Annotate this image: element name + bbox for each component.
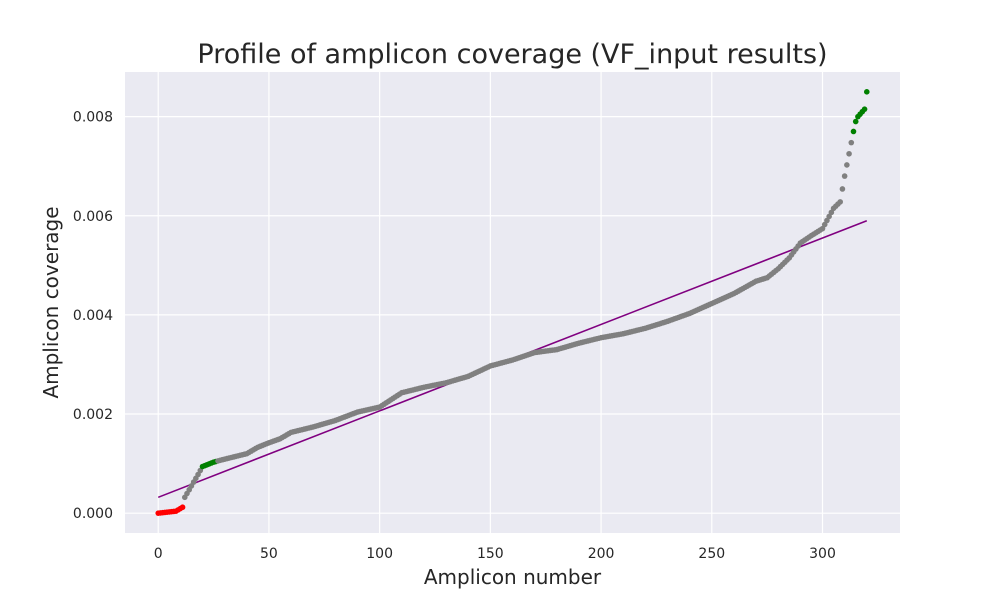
x-tick-label: 100 [366,546,393,562]
data-point [844,162,850,168]
data-point [839,186,846,192]
gridlines [125,72,900,533]
plot-area [125,72,900,533]
data-point [846,150,852,157]
y-tick-label: 0.004 [73,308,113,324]
y-tick-label: 0.002 [73,407,113,423]
y-tick-label: 0.008 [73,110,113,126]
x-tick-label: 250 [698,546,725,562]
data-point [861,106,868,112]
y-axis-label: Amplicon coverage [39,206,63,398]
data-point [863,89,870,95]
y-tick-label: 0.006 [73,209,113,225]
x-tick-label: 300 [809,546,836,562]
data-points [155,89,870,516]
tick-labels: 0 50 100 150 200 250 300 0.000 0.002 0.004 0.006 0.… [73,110,836,562]
x-tick-label: 0 [154,546,163,562]
data-point [841,173,848,179]
data-point [852,118,859,125]
data-point [850,128,857,135]
x-tick-label: 150 [477,546,504,562]
y-tick-label: 0.000 [73,506,113,522]
chart-title: Profile of amplicon coverage (VF_input r… [197,39,827,70]
data-point [179,504,186,511]
x-axis-label: Amplicon number [424,565,602,589]
x-tick-label: 200 [588,546,615,562]
x-tick-label: 50 [260,546,278,562]
data-point [848,139,855,146]
data-point [837,199,844,205]
